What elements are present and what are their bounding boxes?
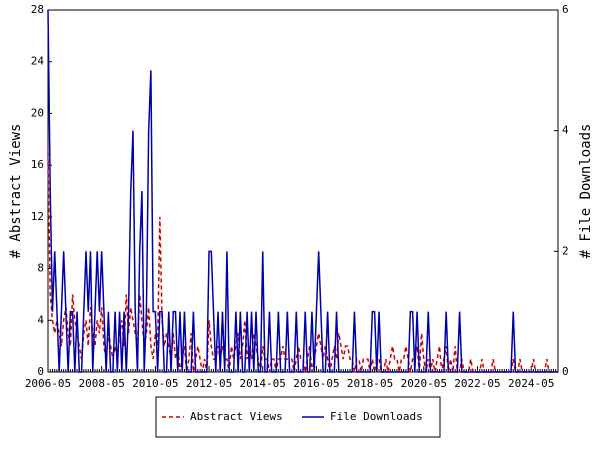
y-tick-label: 28: [31, 3, 44, 16]
x-tick-label: 2006-05: [25, 377, 71, 390]
y-axis-label: # Abstract Views: [8, 124, 24, 259]
x-tick-label: 2018-05: [347, 377, 393, 390]
legend-label: Abstract Views: [190, 410, 283, 423]
x-tick-label: 2024-05: [508, 377, 554, 390]
y-tick-label: 4: [37, 313, 44, 326]
y-tick-label: 12: [31, 210, 44, 223]
x-tick-label: 2012-05: [186, 377, 232, 390]
y2-tick-label: 0: [562, 365, 569, 378]
legend-label: File Downloads: [330, 410, 423, 423]
x-tick-label: 2022-05: [454, 377, 500, 390]
x-tick-label: 2020-05: [401, 377, 447, 390]
y-tick-label: 8: [37, 262, 44, 275]
legend-box: [155, 396, 441, 438]
y-tick-label: 20: [31, 106, 44, 119]
y-tick-label: 16: [31, 158, 44, 171]
y-tick-label: 0: [37, 365, 44, 378]
x-tick-label: 2014-05: [240, 377, 286, 390]
x-tick-label: 2010-05: [132, 377, 178, 390]
y2-tick-label: 2: [562, 244, 569, 257]
x-tick-label: 2008-05: [79, 377, 125, 390]
y2-tick-label: 6: [562, 3, 569, 16]
y2-tick-label: 4: [562, 124, 569, 137]
y-tick-label: 24: [31, 55, 45, 68]
x-tick-label: 2016-05: [293, 377, 339, 390]
series-line: [47, 9, 558, 373]
y2-axis-label: # File Downloads: [578, 124, 594, 259]
